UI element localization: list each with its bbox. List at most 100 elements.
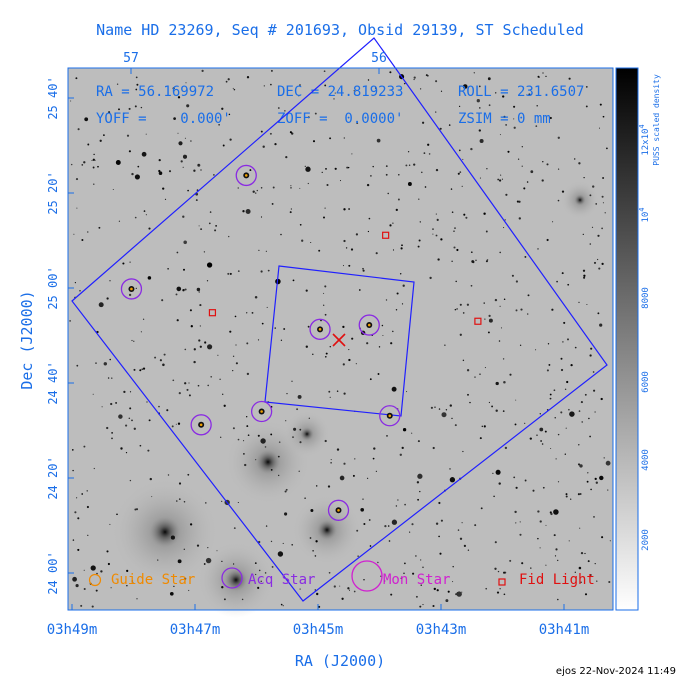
- field-star: [367, 79, 370, 81]
- field-star: [504, 446, 508, 450]
- field-star: [177, 96, 181, 99]
- field-star: [133, 340, 135, 342]
- field-star: [419, 605, 422, 608]
- field-star: [368, 519, 371, 521]
- field-star: [392, 330, 394, 333]
- field-star: [519, 521, 521, 523]
- field-star: [475, 259, 477, 261]
- field-star: [260, 438, 266, 444]
- field-star: [560, 357, 563, 360]
- field-star: [137, 165, 140, 168]
- field-star: [342, 363, 345, 366]
- field-star: [336, 448, 340, 451]
- field-star: [385, 165, 388, 167]
- field-star: [106, 297, 109, 300]
- field-star: [233, 88, 236, 91]
- field-star: [305, 289, 308, 292]
- field-star: [246, 312, 248, 314]
- field-star: [435, 80, 438, 83]
- field-star: [316, 592, 319, 596]
- acq-star-marker: [250, 400, 273, 423]
- field-star: [416, 481, 420, 484]
- field-star: [291, 132, 294, 135]
- field-star: [351, 153, 353, 155]
- field-star: [314, 589, 317, 591]
- field-star: [584, 552, 586, 555]
- field-star: [139, 444, 142, 447]
- field-star: [573, 158, 576, 160]
- field-star: [178, 482, 182, 485]
- field-star: [265, 250, 267, 252]
- field-star: [274, 142, 277, 146]
- field-star: [601, 262, 604, 266]
- field-star: [451, 260, 453, 262]
- field-star: [389, 71, 392, 74]
- field-star: [299, 441, 302, 444]
- field-star: [523, 187, 526, 190]
- field-star: [593, 261, 597, 264]
- field-star: [518, 217, 521, 220]
- field-star: [83, 569, 85, 571]
- field-star: [433, 587, 436, 591]
- top-axis: 57 56: [123, 51, 387, 74]
- field-star: [201, 69, 204, 73]
- acq-star-center: [130, 287, 133, 291]
- field-star: [196, 544, 200, 547]
- field-star: [476, 99, 480, 103]
- legend: Guide Star Acq Star Mon Star Fid Light: [88, 560, 595, 592]
- field-star: [513, 118, 515, 120]
- field-star: [550, 512, 553, 516]
- field-star: [132, 582, 134, 585]
- field-star: [260, 187, 263, 189]
- field-star: [395, 309, 398, 311]
- field-star: [71, 449, 74, 451]
- field-star: [562, 341, 564, 343]
- field-star: [351, 337, 354, 340]
- field-star: [196, 189, 199, 191]
- field-star: [515, 309, 518, 312]
- field-star: [596, 580, 598, 582]
- field-star: [377, 373, 380, 375]
- bright-star: [149, 516, 181, 548]
- field-star: [445, 409, 448, 411]
- top-tick-56: 56: [371, 51, 387, 66]
- field-star: [347, 587, 350, 590]
- field-star: [183, 154, 185, 156]
- field-star: [145, 214, 147, 216]
- field-star: [555, 548, 558, 551]
- field-star: [561, 190, 565, 193]
- field-star: [283, 328, 286, 330]
- field-star: [203, 563, 206, 565]
- field-star: [110, 402, 113, 406]
- field-star: [341, 597, 344, 600]
- field-star: [291, 380, 293, 382]
- field-star: [131, 339, 133, 342]
- field-star: [333, 98, 335, 100]
- field-star: [169, 591, 174, 596]
- field-star: [496, 591, 500, 594]
- field-star: [521, 146, 523, 148]
- field-star: [383, 580, 386, 582]
- field-star: [285, 488, 288, 491]
- field-star: [290, 208, 293, 210]
- field-star: [106, 550, 109, 553]
- field-star: [118, 108, 120, 111]
- field-star: [444, 344, 446, 346]
- field-star: [419, 221, 421, 223]
- field-star: [246, 342, 249, 345]
- field-star: [597, 234, 600, 237]
- field-star: [455, 280, 457, 283]
- field-star: [486, 168, 488, 170]
- field-star: [412, 572, 415, 575]
- field-star: [511, 274, 514, 277]
- field-star: [509, 559, 512, 562]
- field-star: [164, 198, 167, 201]
- field-star: [126, 569, 129, 573]
- field-star: [198, 291, 200, 293]
- field-star: [175, 293, 178, 296]
- field-star: [366, 477, 369, 479]
- field-star: [518, 200, 521, 203]
- field-star: [229, 330, 232, 333]
- field-star: [134, 216, 137, 219]
- field-star: [312, 353, 314, 356]
